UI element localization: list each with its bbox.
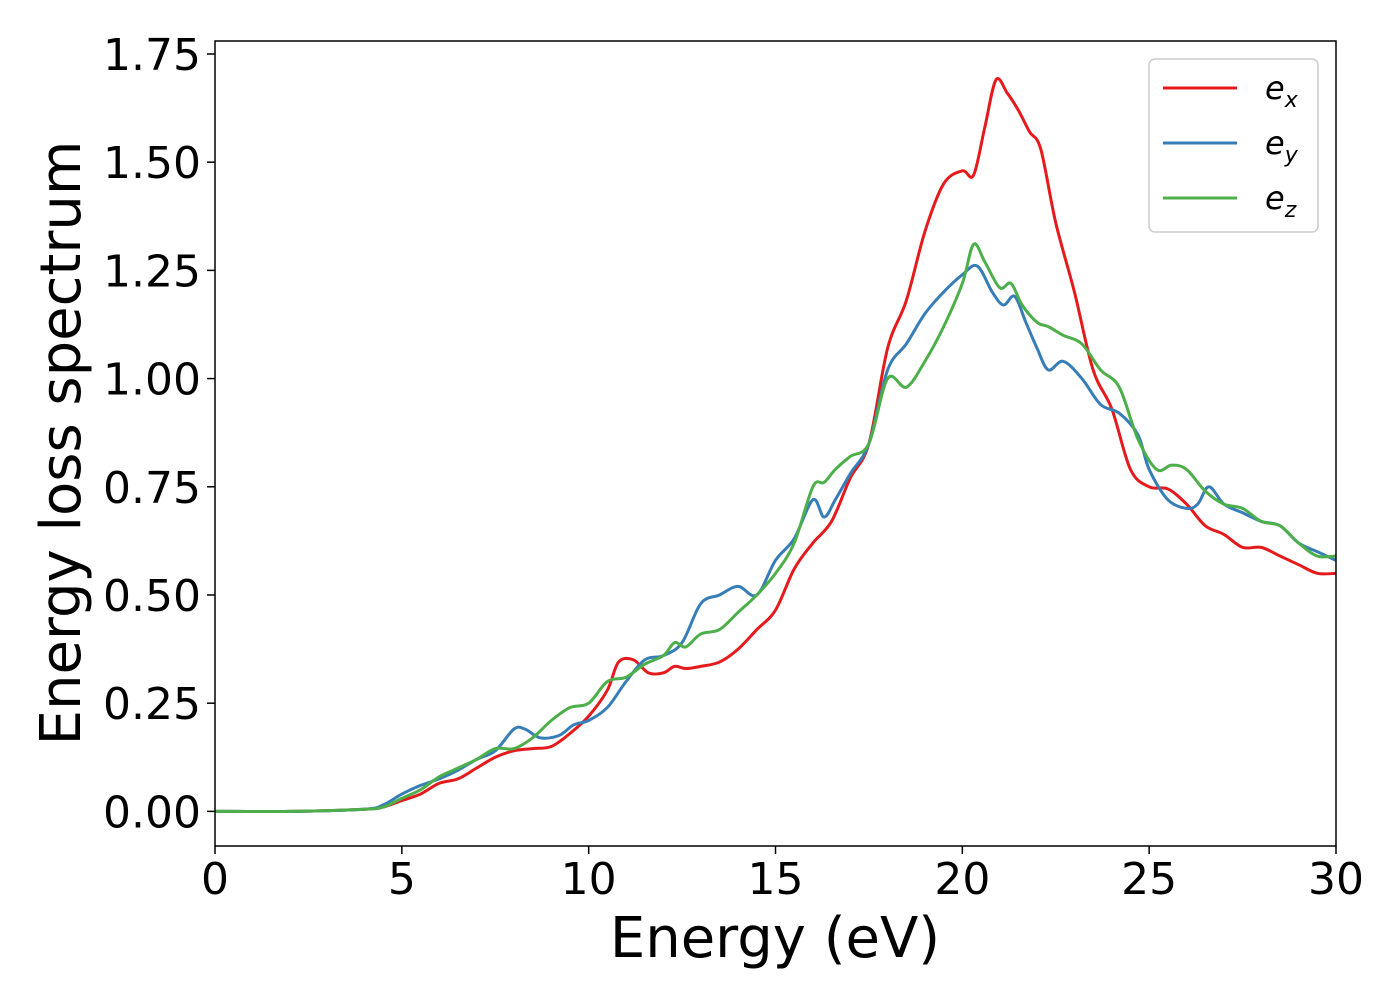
x-tick-label: 10 — [561, 854, 617, 905]
y-tick-label: 0.75 — [103, 463, 201, 514]
y-tick-label: 1.00 — [103, 355, 201, 406]
series-layer — [215, 77, 1336, 814]
y-tick-label: 0.00 — [103, 787, 201, 838]
y-axis: 0.00 0.25 0.50 0.75 1.00 1.25 1.50 1.75 — [103, 30, 215, 838]
x-tick-label: 0 — [201, 854, 229, 905]
series-line-ey — [215, 263, 1336, 814]
x-axis: 0 5 10 15 20 25 30 — [201, 846, 1364, 905]
y-tick-label: 1.50 — [103, 138, 201, 189]
series-line-ez — [215, 242, 1336, 814]
series-line-ex — [215, 77, 1336, 814]
legend-box — [1148, 58, 1319, 233]
x-axis-label: Energy (eV) — [610, 906, 940, 971]
x-tick-label: 20 — [934, 854, 990, 905]
y-tick-label: 1.25 — [103, 246, 201, 297]
x-tick-label: 25 — [1121, 854, 1177, 905]
x-tick-label: 15 — [748, 854, 804, 905]
y-tick-label: 1.75 — [103, 30, 201, 81]
y-tick-label: 0.50 — [103, 571, 201, 622]
x-tick-label: 5 — [388, 854, 416, 905]
x-tick-label: 30 — [1308, 854, 1364, 905]
y-tick-label: 0.25 — [103, 679, 201, 730]
y-axis-label: Energy loss spectrum — [29, 141, 94, 746]
